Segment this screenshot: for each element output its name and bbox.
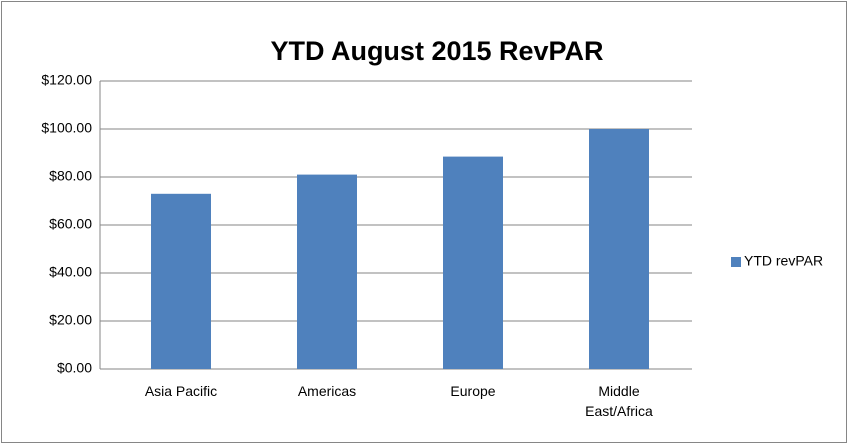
y-tick-label: $80.00 xyxy=(49,168,92,184)
x-tick-label: Middle East/Africa xyxy=(585,383,653,419)
x-tick-label-box: Europe xyxy=(450,383,496,399)
y-tick-label: $100.00 xyxy=(41,120,92,136)
x-tick-label-box: Middle East/Africa xyxy=(585,383,653,419)
legend-swatch xyxy=(731,257,741,267)
x-tick-label: Asia Pacific xyxy=(144,383,218,399)
y-tick-label: $60.00 xyxy=(49,216,92,232)
y-tick-label: $20.00 xyxy=(49,312,92,328)
x-tick-label: Americas xyxy=(297,383,357,399)
bar xyxy=(151,193,211,369)
legend-label: YTD revPAR xyxy=(744,253,823,269)
x-tick-label-box: Americas xyxy=(297,383,357,399)
chart-title: YTD August 2015 RevPAR xyxy=(270,36,603,66)
x-tick-label-box: Asia Pacific xyxy=(144,383,218,399)
y-tick-label: $120.00 xyxy=(41,72,92,88)
x-tick-label: Europe xyxy=(450,383,496,399)
bar xyxy=(589,129,649,369)
bar xyxy=(297,174,357,369)
bar xyxy=(443,156,503,369)
y-tick-label: $40.00 xyxy=(49,264,92,280)
y-tick-label: $0.00 xyxy=(57,360,92,376)
